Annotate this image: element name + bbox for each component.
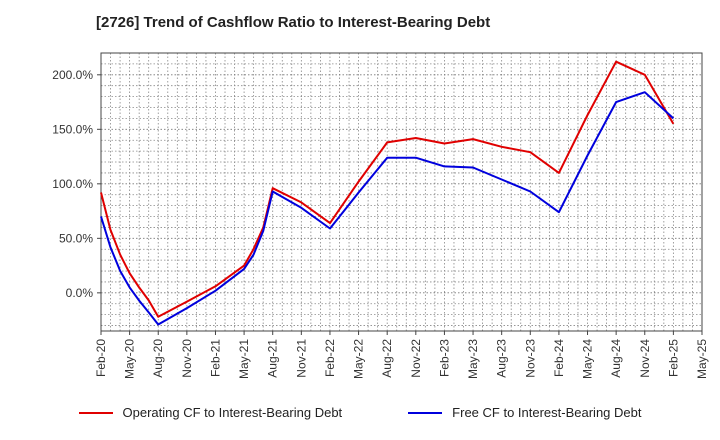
y-tick-label: 0.0% — [66, 286, 94, 300]
series-line-operating-cf — [100, 60, 675, 318]
x-tick-label: Nov-22 — [409, 339, 423, 378]
legend-swatch-free-cf — [408, 411, 443, 414]
x-tick-label: Aug-24 — [609, 339, 623, 378]
x-tick-label: Feb-24 — [552, 339, 566, 377]
x-tick-label: Feb-20 — [94, 339, 108, 377]
x-tick-label: Nov-23 — [523, 339, 537, 378]
x-tick-label: Aug-20 — [151, 339, 165, 378]
y-tick-label: 200.0% — [52, 68, 93, 82]
x-tick-label: Nov-24 — [638, 339, 652, 378]
legend-label-operating-cf: Operating CF to Interest-Bearing Debt — [122, 405, 343, 420]
x-tick-label: May-25 — [695, 339, 709, 379]
x-tick-label: Feb-25 — [666, 339, 680, 377]
plot-area — [101, 53, 702, 331]
x-tick-label: Feb-21 — [208, 339, 222, 377]
x-tick-label: Nov-21 — [294, 339, 308, 378]
legend-item-free-cf: Free CF to Interest-Bearing Debt — [408, 405, 641, 420]
x-tick-label: May-24 — [581, 339, 595, 379]
plot-border — [100, 52, 703, 332]
x-tick-label: Nov-20 — [180, 339, 194, 378]
y-tick-label: 100.0% — [52, 177, 93, 191]
legend-swatch-operating-cf — [78, 411, 113, 414]
x-tick-label: Aug-22 — [380, 339, 394, 378]
x-tick-label: Aug-23 — [495, 339, 509, 378]
legend-item-operating-cf: Operating CF to Interest-Bearing Debt — [78, 405, 343, 420]
x-tick-label: May-23 — [466, 339, 480, 379]
y-tick-label: 50.0% — [59, 231, 93, 245]
x-tick-label: Aug-21 — [266, 339, 280, 378]
chart-legend: Operating CF to Interest-Bearing Debt Fr… — [0, 405, 720, 420]
x-tick-label: Feb-23 — [437, 339, 451, 377]
legend-label-free-cf: Free CF to Interest-Bearing Debt — [452, 405, 642, 420]
x-tick-label: May-21 — [237, 339, 251, 379]
x-tick-label: May-22 — [352, 339, 366, 379]
series-line-free-cf — [100, 91, 675, 326]
x-tick-label: Feb-22 — [323, 339, 337, 377]
x-tick-label: May-20 — [123, 339, 137, 379]
chart-title: [2726] Trend of Cashflow Ratio to Intere… — [96, 14, 491, 31]
y-tick-label: 150.0% — [52, 122, 93, 136]
